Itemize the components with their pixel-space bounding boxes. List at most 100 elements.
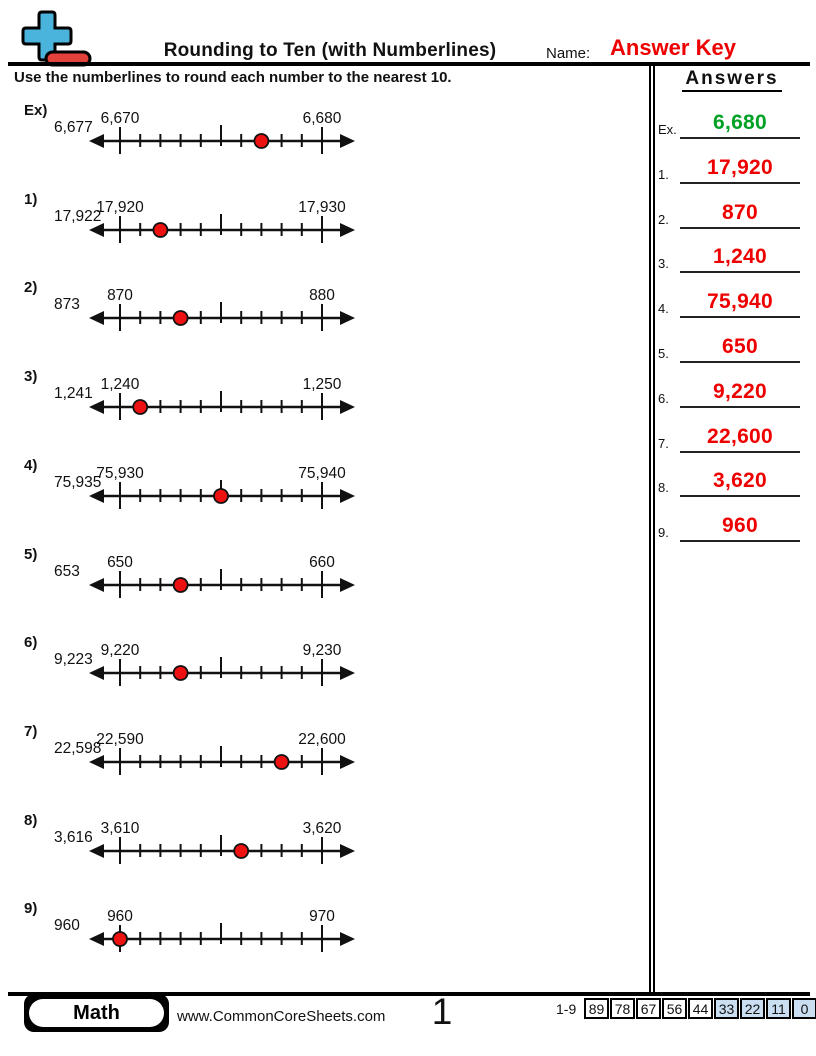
dot-marker (213, 487, 229, 504)
right-arrow (340, 754, 355, 769)
right-arrow (340, 666, 355, 681)
answer-blank: 960 (680, 514, 800, 543)
dot-marker (273, 753, 290, 770)
problem-row: 3) 1,241 1,240 1,250 (24, 362, 464, 444)
problem-row: 5) 653 650 660 (24, 540, 464, 622)
answer-number: 4. (658, 301, 669, 317)
number-line (88, 301, 356, 335)
left-arrow (89, 666, 104, 681)
left-arrow (89, 134, 104, 148)
answer-number: 8. (658, 480, 669, 496)
number-line-graphic (89, 657, 355, 687)
numberline-start-label: 22,590 (96, 730, 144, 748)
problem-number: 1) (24, 190, 38, 208)
number-line (88, 656, 356, 690)
answer-value: 9,220 (712, 379, 768, 403)
number-line (88, 390, 356, 424)
number-line-graphic (89, 213, 355, 243)
footer-rule (8, 992, 810, 996)
problem-number: 9) (24, 900, 38, 918)
left-arrow (89, 488, 104, 503)
page-number: 1 (431, 991, 453, 1032)
answer-value: 960 (722, 514, 758, 538)
dot-marker (172, 665, 189, 682)
problem-number: 2) (24, 279, 38, 297)
answer-value: 650 (722, 335, 758, 358)
problem-row: 8) 3,616 3,610 3,620 (24, 806, 464, 888)
answer-row: 1. 17,920 (652, 144, 812, 184)
answer-value: 17,920 (706, 155, 774, 179)
answer-row: 6. 9,220 (652, 368, 812, 408)
right-arrow (340, 222, 355, 237)
numberline-start-label: 17,920 (96, 198, 144, 216)
number-line-graphic (89, 923, 355, 953)
answer-blank: 75,940 (680, 290, 800, 319)
answer-number: 6. (658, 390, 669, 406)
problem-row: 6) 9,223 9,220 9,230 (24, 628, 464, 710)
right-arrow (340, 488, 355, 503)
number-line (88, 834, 356, 868)
numberline-end-label: 1,250 (302, 376, 342, 394)
answer-blank: 3,620 (680, 469, 800, 498)
problem-number: 5) (24, 545, 38, 563)
numberline-start-label: 75,930 (96, 464, 144, 482)
answer-row: 2. 870 (652, 189, 812, 229)
dot-marker (253, 133, 270, 149)
answer-blank: 17,920 (680, 156, 800, 184)
dot-marker (172, 576, 189, 593)
numberline-end-label: 6,680 (302, 110, 342, 127)
answer-blank: 870 (680, 201, 800, 229)
problem-value: 22,598 (54, 739, 102, 757)
website-url: www.CommonCoreSheets.com (177, 1008, 386, 1025)
number-line (88, 213, 356, 247)
right-arrow (340, 134, 355, 148)
numberline-end-label: 970 (309, 908, 335, 926)
problem-value: 9,223 (54, 651, 93, 669)
score-cell: 44 (688, 998, 713, 1019)
answer-row: 8. 3,620 (652, 457, 812, 498)
name-label: Name: (546, 45, 591, 62)
score-cell: 56 (662, 998, 687, 1019)
problem-value: 3,616 (54, 828, 93, 846)
number-line (88, 922, 356, 956)
number-line-graphic (89, 391, 355, 421)
dot-marker (152, 221, 169, 238)
problem-number: Ex) (24, 102, 48, 119)
number-line-graphic (89, 479, 355, 509)
problem-number: 6) (24, 634, 38, 652)
numberline-end-label: 75,940 (298, 464, 346, 482)
right-arrow (340, 932, 355, 947)
answer-row: 7. 22,600 (652, 413, 812, 453)
commoncoresheets-logo (21, 10, 92, 67)
problem-number: 3) (24, 368, 38, 386)
subject-badge: Math (24, 994, 169, 1032)
score-cell: 67 (636, 998, 661, 1019)
number-line (88, 124, 356, 158)
answer-blank: 6,680 (680, 111, 800, 139)
numberline-start-label: 9,220 (100, 642, 140, 660)
problem-value: 960 (54, 917, 80, 935)
number-line (88, 745, 356, 779)
dot-marker (172, 310, 189, 327)
answer-value: 1,240 (712, 245, 768, 269)
answer-value: 3,620 (712, 469, 768, 493)
score-cell: 22 (740, 998, 765, 1019)
score-cell: 11 (766, 998, 791, 1019)
number-line-graphic (89, 302, 355, 332)
numberline-end-label: 22,600 (298, 730, 346, 748)
answer-blank: 1,240 (680, 245, 800, 274)
numberline-end-label: 9,230 (302, 642, 342, 660)
left-arrow (89, 754, 104, 769)
problem-number: 8) (24, 811, 38, 829)
answer-row: 5. 650 (652, 323, 812, 363)
problem-row: Ex) 6,677 6,670 6,680 (24, 96, 464, 178)
answer-blank: 9,220 (680, 380, 800, 408)
dot-marker (112, 931, 128, 948)
number-line-graphic (89, 745, 355, 775)
score-table: 89 78 67 56 44 33 22 11 0 (584, 998, 816, 1019)
numberline-end-label: 3,620 (302, 819, 342, 837)
left-arrow (89, 222, 104, 237)
answer-number: 1. (658, 166, 669, 182)
score-range-label: 1-9 (556, 1001, 577, 1017)
number-line (88, 479, 356, 513)
